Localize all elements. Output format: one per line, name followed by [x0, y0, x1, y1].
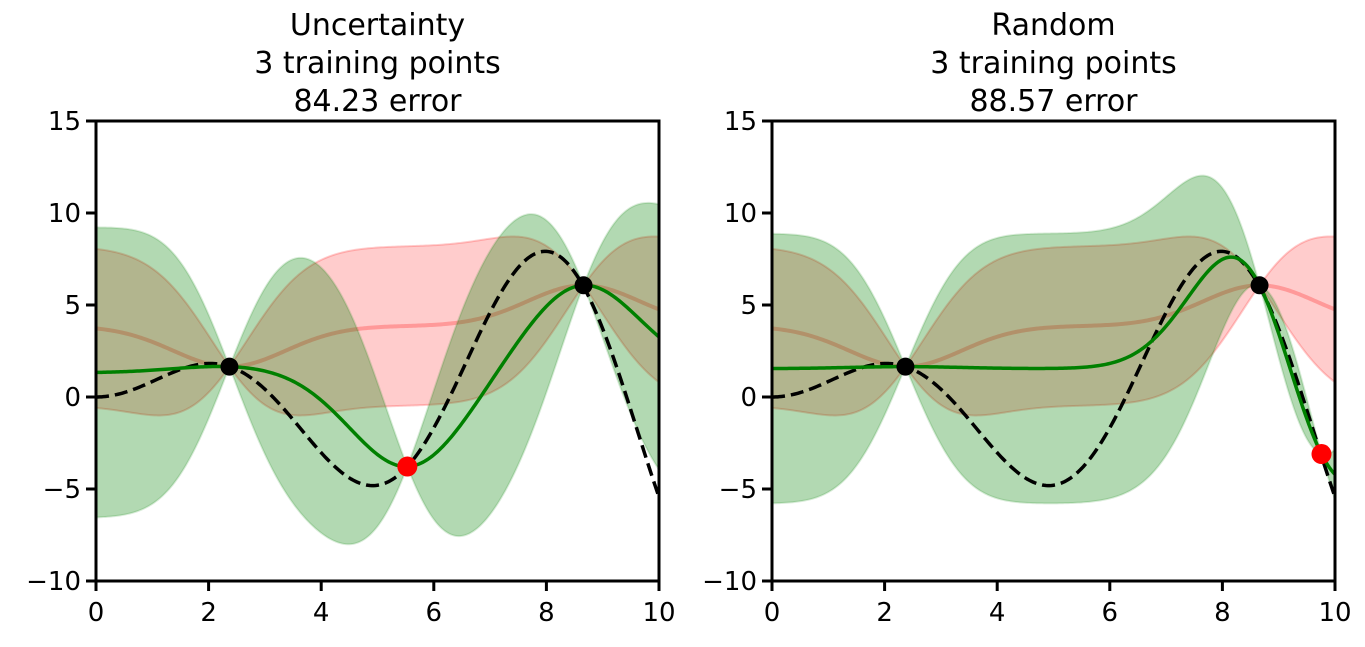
- x-tick-label: 4: [989, 598, 1006, 628]
- y-tick-label: −5: [43, 475, 81, 505]
- training-point: [220, 357, 239, 376]
- subplot-title-line: Uncertainty: [290, 8, 465, 43]
- training-point: [574, 276, 593, 295]
- y-tick-label: 0: [740, 383, 757, 413]
- x-tick-label: 10: [642, 598, 675, 628]
- subplot-title-line: 3 training points: [254, 46, 501, 81]
- x-tick-label: 0: [764, 598, 781, 628]
- plot-area: [772, 174, 1335, 505]
- x-tick-label: 10: [1318, 598, 1351, 628]
- x-tick-label: 8: [538, 598, 555, 628]
- posterior-mean-line: [96, 283, 659, 469]
- axes-frame: [94, 119, 661, 583]
- posterior-mean-line: [772, 255, 1335, 476]
- y-tick-label: −10: [26, 567, 81, 597]
- y-tick-label: 5: [64, 291, 81, 321]
- posterior-confidence-band: [772, 174, 1335, 505]
- y-tick-label: 15: [48, 107, 81, 137]
- subplot-title-line: 88.57 error: [969, 84, 1138, 119]
- x-tick-label: 4: [313, 598, 330, 628]
- x-tick-label: 6: [1102, 598, 1119, 628]
- plot-area: [96, 201, 659, 546]
- x-tick-label: 2: [876, 598, 893, 628]
- posterior-confidence-band: [96, 201, 659, 546]
- prior-mean-line: [772, 283, 1335, 369]
- x-tick-label: 2: [200, 598, 217, 628]
- y-tick-label: −10: [702, 567, 757, 597]
- y-tick-label: −5: [719, 475, 757, 505]
- axes-frame: [770, 119, 1337, 583]
- training-point: [1250, 276, 1269, 295]
- subplot-title-line: 3 training points: [930, 46, 1177, 81]
- y-tick-label: 0: [64, 383, 81, 413]
- y-tick-label: 5: [740, 291, 757, 321]
- x-tick-label: 8: [1214, 598, 1231, 628]
- training-point: [896, 357, 915, 376]
- y-tick-label: 10: [724, 199, 757, 229]
- new-training-point: [1311, 444, 1332, 465]
- x-tick-label: 6: [426, 598, 443, 628]
- x-tick-label: 0: [88, 598, 105, 628]
- prior-mean-line: [96, 283, 659, 369]
- new-training-point: [397, 456, 418, 477]
- subplot-title-line: Random: [991, 8, 1115, 43]
- y-tick-label: 10: [48, 199, 81, 229]
- subplot-title-line: 84.23 error: [293, 84, 462, 119]
- y-tick-label: 15: [724, 107, 757, 137]
